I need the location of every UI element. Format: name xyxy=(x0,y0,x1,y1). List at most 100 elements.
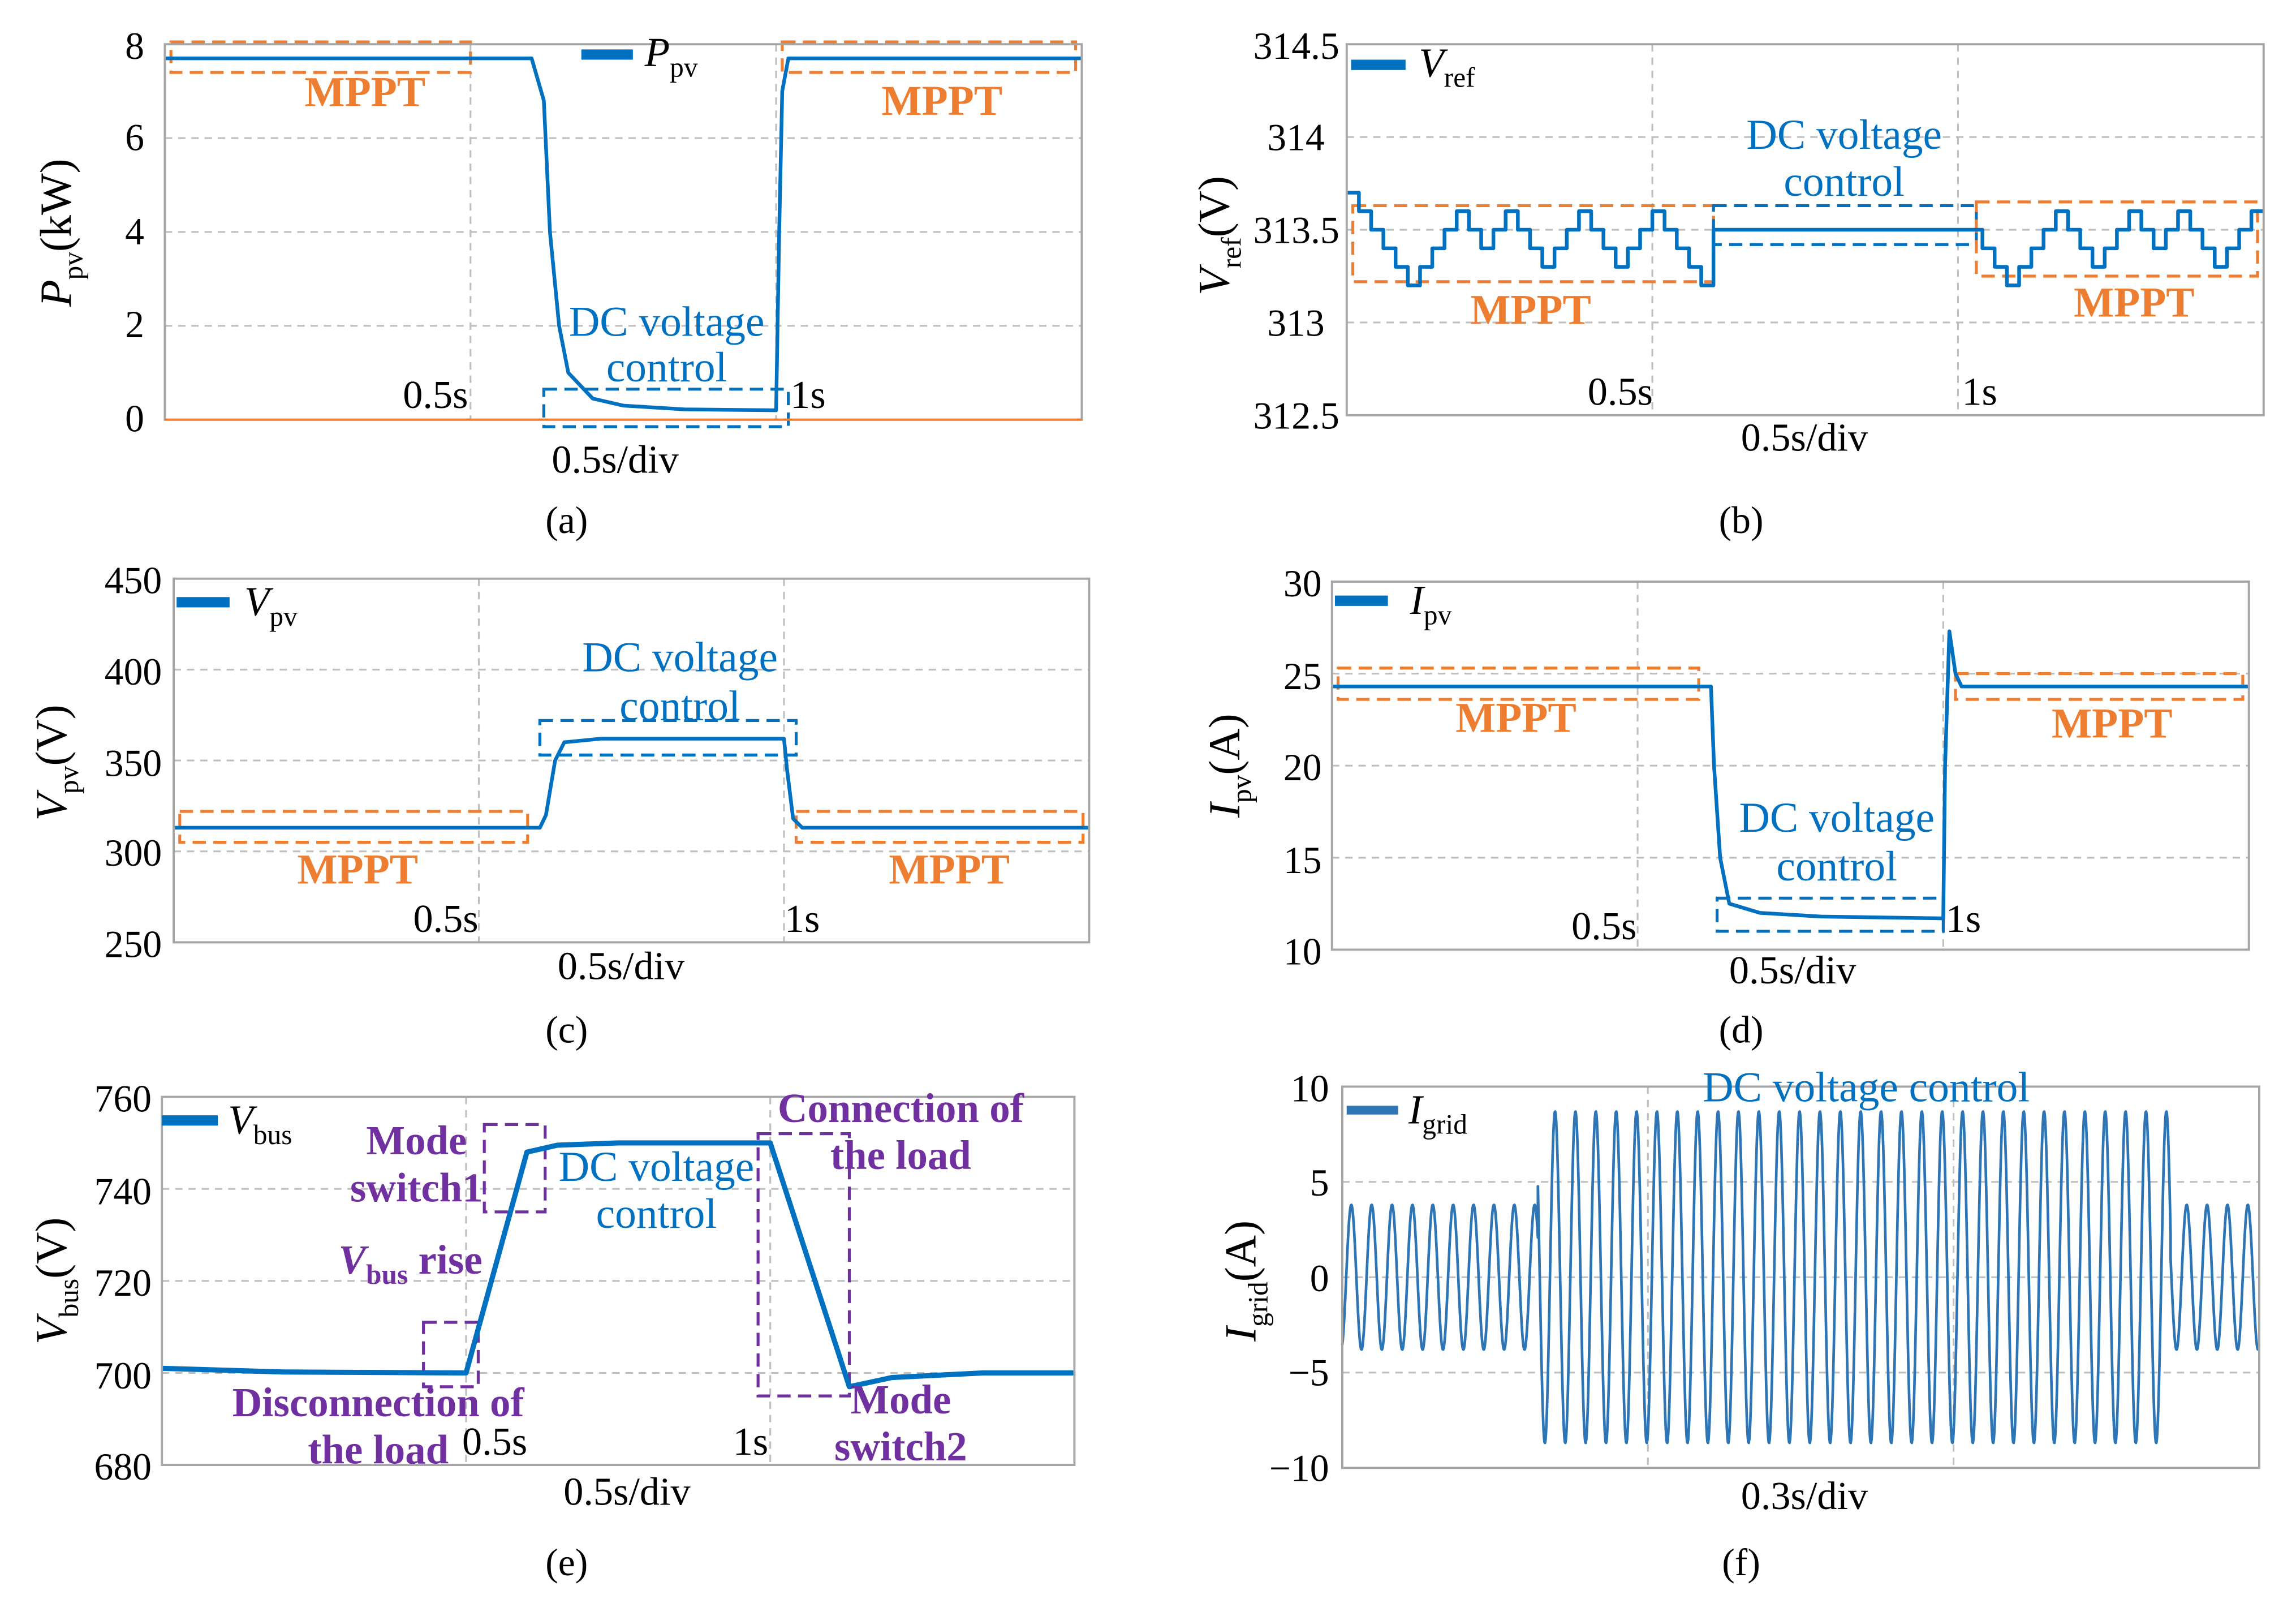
y-tick: −10 xyxy=(1269,1447,1329,1490)
y-tick: 25 xyxy=(1283,655,1322,698)
dc-control-label: DC voltage xyxy=(1739,794,1935,841)
panel-f: −10 −5 0 5 10 Igrid(A) Igrid DC voltage … xyxy=(1216,1064,2030,1584)
time-label: 1s xyxy=(1962,370,1997,414)
series-line-e xyxy=(162,1140,1075,1390)
x-axis-label: 0.5s/div xyxy=(558,944,685,988)
y-axis-label: Vref(V) xyxy=(1190,176,1247,295)
y-tick-labels: 0 2 4 6 8 xyxy=(125,25,144,440)
y-axis-label: Vpv(V) xyxy=(27,704,84,820)
panel-d: 10 15 20 25 30 Ipv(A) Ipv MPPT MPPT DC v… xyxy=(1200,562,2173,1051)
disconnection-label: Disconnection of xyxy=(232,1379,525,1425)
panel-caption: (a) xyxy=(545,499,588,541)
time-label: 0.5s xyxy=(1571,904,1636,948)
annot-box xyxy=(483,1123,547,1214)
panel-caption: (d) xyxy=(1719,1008,1764,1051)
y-tick: 0 xyxy=(125,398,144,440)
plot-frame xyxy=(1330,580,2250,951)
y-tick: 700 xyxy=(94,1355,152,1397)
panel-caption: (c) xyxy=(545,1008,588,1051)
dc-control-label: control xyxy=(1776,843,1897,890)
y-tick: 250 xyxy=(105,923,162,965)
y-tick: −5 xyxy=(1289,1352,1329,1394)
mppt-label: MPPT xyxy=(889,846,1010,893)
mppt-label: MPPT xyxy=(297,846,418,893)
dc-box xyxy=(542,388,790,428)
time-label: 0.5s xyxy=(462,1420,527,1464)
panel-c: 250 300 350 400 450 Vpv(V) Vpv MPPT MPPT… xyxy=(27,560,1010,1051)
legend-label: Ppv xyxy=(644,29,698,83)
y-axis-label: Ppv(kW) xyxy=(31,158,89,307)
mppt-label: MPPT xyxy=(2074,280,2195,326)
x-axis-label: 0.3s/div xyxy=(1741,1474,1868,1518)
series-line-b xyxy=(1346,191,2264,287)
annot-box xyxy=(756,1132,851,1398)
dc-control-label: DC voltage xyxy=(559,1144,755,1190)
y-tick: 2 xyxy=(125,303,144,346)
x-axis-label: 0.5s/div xyxy=(1741,415,1868,459)
mppt-label: MPPT xyxy=(881,78,1002,124)
y-axis-label: Ipv(A) xyxy=(1200,713,1257,818)
time-label: 0.5s xyxy=(403,373,468,417)
mode-switch1-label: switch1 xyxy=(350,1164,483,1210)
y-tick: 314 xyxy=(1267,117,1324,159)
series-line-f xyxy=(1341,1110,2261,1445)
mppt-label: MPPT xyxy=(1470,287,1591,334)
y-tick: 312.5 xyxy=(1253,394,1339,437)
x-axis-label: 0.5s/div xyxy=(563,1469,691,1514)
y-tick: 5 xyxy=(1310,1162,1329,1204)
dc-control-label: DC voltage xyxy=(582,634,778,681)
dc-control-label: control xyxy=(619,682,740,729)
y-tick: 313.5 xyxy=(1253,209,1339,251)
panel-caption: (f) xyxy=(1722,1541,1760,1584)
legend-label: Ipv xyxy=(1410,577,1452,630)
disconnection-label: the load xyxy=(308,1426,449,1472)
dc-control-label: DC voltage xyxy=(569,298,765,345)
plot-frame xyxy=(161,1095,1076,1467)
mppt-box xyxy=(781,40,1078,74)
mppt-box xyxy=(1336,667,1700,701)
mppt-label: MPPT xyxy=(1455,694,1576,741)
series-line-d xyxy=(1332,629,2249,921)
legend-label: Igrid xyxy=(1408,1086,1467,1140)
mode-switch1-label: Mode xyxy=(366,1117,467,1163)
vbus-rise-label: Vbus rise xyxy=(338,1237,482,1290)
y-tick: 760 xyxy=(94,1078,152,1120)
y-tick: 6 xyxy=(125,117,144,159)
y-tick: 740 xyxy=(94,1171,152,1213)
connection-label: the load xyxy=(830,1132,971,1178)
mppt-label: MPPT xyxy=(304,68,425,115)
y-tick: 0 xyxy=(1310,1257,1329,1300)
plot-frame xyxy=(173,577,1091,944)
time-label: 0.5s xyxy=(1588,370,1653,414)
time-label: 0.5s xyxy=(413,897,478,941)
dc-control-label: DC voltage xyxy=(1746,111,1942,158)
x-axis-label: 0.5s/div xyxy=(1729,948,1856,992)
connection-label: Connection of xyxy=(778,1085,1024,1131)
time-label: 1s xyxy=(790,373,825,417)
time-label: 1s xyxy=(1946,897,1981,941)
y-axis-label: Igrid(A) xyxy=(1216,1220,1273,1342)
time-label: 1s xyxy=(785,897,820,941)
plot-frame xyxy=(1341,1085,2260,1469)
y-axis-label: Vbus(V) xyxy=(27,1217,84,1344)
y-tick: 20 xyxy=(1283,746,1322,789)
panel-caption: (e) xyxy=(545,1541,588,1584)
y-tick: 30 xyxy=(1283,562,1322,605)
dc-control-label: DC voltage control xyxy=(1703,1064,2030,1111)
annot-box xyxy=(422,1321,480,1389)
panel-b: 312.5 313 313.5 314 314.5 Vref(V) Vref M… xyxy=(1190,25,2195,541)
panel-e: 680 700 720 740 760 Vbus(V) Vbus Mode sw… xyxy=(27,1078,1024,1584)
mode-switch2-label: switch2 xyxy=(834,1424,967,1469)
legend-label: Vpv xyxy=(244,579,298,632)
y-tick: 450 xyxy=(105,560,162,602)
dc-control-label: control xyxy=(606,344,727,391)
mppt-label: MPPT xyxy=(2052,700,2173,747)
y-tick: 400 xyxy=(105,651,162,693)
legend-label: Vref xyxy=(1419,40,1475,93)
series-line-a xyxy=(165,56,1082,412)
y-tick: 313 xyxy=(1267,302,1324,344)
y-tick: 720 xyxy=(94,1262,152,1304)
mppt-box xyxy=(794,810,1085,844)
y-tick: 10 xyxy=(1291,1067,1329,1110)
